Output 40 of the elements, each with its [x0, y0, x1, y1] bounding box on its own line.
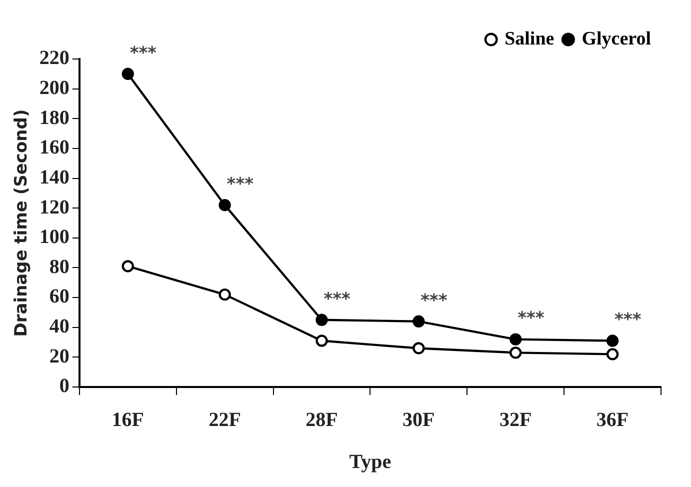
x-tick-label: 30F [402, 409, 435, 432]
legend-label: Glycerol [582, 28, 652, 50]
legend-label: Saline [504, 28, 554, 50]
y-axis-title: Drainage time (Second) [12, 109, 32, 337]
point [606, 334, 619, 347]
point [218, 199, 231, 212]
x-tick-label: 36F [596, 409, 629, 432]
point [510, 333, 522, 346]
point [412, 315, 425, 328]
y-tick-label: 120 [39, 196, 70, 218]
annotation: *** [420, 290, 448, 311]
point [122, 68, 134, 80]
x-tick-label: 16F [112, 409, 144, 432]
y-tick-label: 220 [39, 47, 70, 70]
y-tick-label: 40 [49, 316, 70, 338]
y-tick-label: 20 [49, 345, 70, 368]
x-axis-title: Type [349, 451, 392, 474]
annotation: *** [614, 310, 642, 330]
annotation: *** [226, 174, 254, 195]
y-tick-label: 100 [39, 226, 70, 248]
point [510, 346, 522, 359]
y-tick-label: 200 [39, 76, 70, 99]
x-tick-label: 32F [499, 409, 532, 432]
y-tick-label: 60 [49, 286, 70, 308]
point [316, 334, 328, 347]
x-tick-label: 28F [306, 409, 338, 432]
annotation: *** [324, 289, 351, 310]
annotation: *** [130, 43, 157, 64]
point [606, 348, 619, 360]
y-tick-label: 140 [39, 166, 70, 188]
y-tick-label: 0 [59, 375, 70, 398]
annotation: *** [518, 308, 544, 329]
x-tick-label: 22F [208, 409, 241, 432]
point [412, 342, 425, 354]
y-tick-label: 180 [39, 106, 70, 129]
point [122, 260, 134, 272]
point [316, 314, 328, 326]
point [218, 288, 231, 301]
y-tick-label: 160 [39, 136, 70, 159]
y-tick-label: 80 [49, 256, 70, 278]
